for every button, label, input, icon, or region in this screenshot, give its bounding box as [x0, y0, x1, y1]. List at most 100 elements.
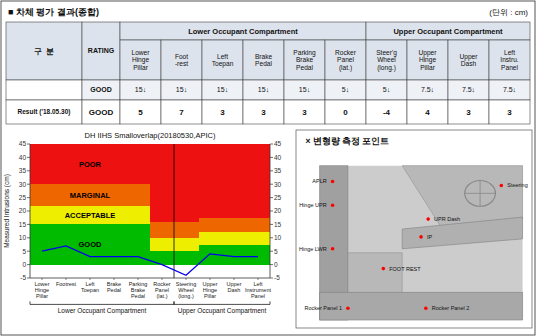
- cell-value: 3: [302, 108, 307, 117]
- zone-band: [246, 232, 270, 244]
- point-label: Hinge LWR: [299, 246, 327, 252]
- table-cell: [489, 40, 530, 80]
- table-cell: [489, 80, 530, 100]
- table-unit: (단위 : cm): [489, 8, 528, 17]
- y-tick: [27, 157, 30, 158]
- table-cell: [120, 100, 161, 124]
- cell-value: 3: [507, 108, 512, 117]
- table-cell: [366, 22, 530, 40]
- zone-band: [78, 224, 103, 264]
- cell-value: 3: [466, 108, 471, 117]
- y-axis-label: Measured Intrusions (cm): [3, 174, 11, 248]
- zone-band: [54, 144, 79, 184]
- bracket: [30, 304, 174, 305]
- table-cell: [120, 40, 161, 80]
- steering-wheel: [465, 180, 496, 206]
- cell-value: 5↓: [342, 86, 349, 93]
- y2-tick: [270, 170, 273, 171]
- x-tick-label: BrakePedal: [107, 281, 121, 293]
- cell-value: 7.5↓: [503, 86, 516, 93]
- bracket-label: Upper Occupant Compartment: [178, 307, 267, 315]
- point-label: Steering: [507, 182, 527, 188]
- bracket-end: [270, 301, 271, 304]
- cell-value: 5↓: [383, 86, 390, 93]
- measure-point: [419, 235, 423, 239]
- y2-tick-label: 0: [274, 261, 278, 268]
- x-tick: [258, 278, 259, 280]
- table-cell: [448, 100, 489, 124]
- table-cell: [82, 22, 120, 80]
- measure-point: [331, 247, 335, 251]
- zone-band: [150, 222, 175, 238]
- x-tick: [138, 278, 139, 280]
- zone-band: [222, 245, 247, 265]
- zone-band: [150, 144, 175, 222]
- column-header: ParkingBrakePedal: [293, 49, 316, 71]
- y-tick: [27, 278, 30, 279]
- y-tick: [27, 144, 30, 145]
- measure-point: [382, 267, 386, 271]
- y2-tick: [270, 278, 273, 279]
- table-cell: [325, 100, 366, 124]
- measure-point: [331, 203, 335, 207]
- table-cell: [284, 100, 325, 124]
- y-tick-label: 45: [19, 140, 27, 147]
- table-cell: [284, 40, 325, 80]
- table-cell: [202, 100, 243, 124]
- bracket: [174, 304, 270, 305]
- x-tick-label: LeftInstrumentPanel: [245, 281, 271, 299]
- zone-band: [126, 224, 151, 264]
- table-cell: [161, 40, 202, 80]
- cell-value: 15↓: [176, 86, 187, 93]
- y-tick-label: 0: [22, 261, 26, 268]
- y2-tick-label: 45: [274, 140, 282, 147]
- zone-band: [246, 144, 270, 218]
- toepan: [348, 253, 402, 293]
- column-header: LeftToepan: [212, 53, 234, 68]
- x-tick-label: UpperDash: [227, 281, 242, 293]
- y-tick: [27, 251, 30, 252]
- table-cell: [284, 80, 325, 100]
- x-tick-label: Footrest: [56, 281, 77, 287]
- table-cell: [6, 80, 82, 100]
- dashboard: [402, 217, 522, 249]
- y-tick: [27, 170, 30, 171]
- y-tick: [27, 264, 30, 265]
- chart-title: DH IIHS Smalloverlap(20180530,APIC): [85, 131, 216, 140]
- table-cell: [120, 22, 366, 40]
- rocker: [320, 292, 523, 320]
- y2-tick-label: 5: [274, 248, 278, 255]
- table-cell: [489, 100, 530, 124]
- table-cell: [202, 40, 243, 80]
- column-header: LowerHingePillar: [132, 49, 151, 71]
- column-header: Foot-rest: [175, 53, 188, 67]
- cell-value: 15↓: [258, 86, 269, 93]
- cell-value: 15↓: [217, 86, 228, 93]
- table-cell: [366, 80, 407, 100]
- steering-spoke: [465, 193, 496, 194]
- zone-band: [30, 184, 55, 205]
- table-cell: [161, 80, 202, 100]
- bracket-label: Lower Occupant Compartment: [58, 307, 147, 315]
- table-cell: [202, 80, 243, 100]
- measure-point: [346, 306, 350, 310]
- cell-value: 15↓: [135, 86, 146, 93]
- zone-band: [198, 144, 223, 218]
- plot-area: [30, 144, 270, 278]
- y2-tick: [270, 224, 273, 225]
- table-cell: [243, 100, 284, 124]
- y2-tick: [270, 237, 273, 238]
- zone-band: [246, 245, 270, 265]
- y2-tick: [270, 211, 273, 212]
- measure-point: [331, 180, 335, 184]
- rating-text: GOOD: [89, 108, 114, 117]
- table-cell: [366, 40, 407, 80]
- cell-value: 5: [138, 108, 143, 117]
- zone-band: [198, 218, 223, 233]
- table-cell: [243, 80, 284, 100]
- table-cell: [82, 80, 120, 100]
- x-tick: [234, 278, 235, 280]
- y2-tick: [270, 251, 273, 252]
- column-header: LeftInstru.Panel: [500, 49, 518, 71]
- zone-band: [246, 218, 270, 233]
